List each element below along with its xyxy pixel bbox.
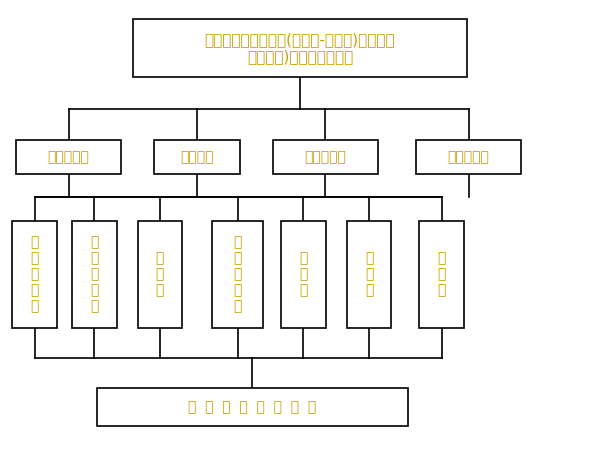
FancyBboxPatch shape — [419, 220, 464, 328]
Text: 主任会计师: 主任会计师 — [448, 150, 490, 164]
FancyBboxPatch shape — [97, 388, 407, 426]
FancyBboxPatch shape — [347, 220, 391, 328]
FancyBboxPatch shape — [137, 220, 182, 328]
FancyBboxPatch shape — [16, 140, 121, 174]
FancyBboxPatch shape — [154, 140, 240, 174]
FancyBboxPatch shape — [133, 19, 467, 77]
FancyBboxPatch shape — [416, 140, 521, 174]
Text: 总工程师: 总工程师 — [180, 150, 214, 164]
FancyBboxPatch shape — [281, 220, 326, 328]
Text: 安
全
部: 安 全 部 — [365, 251, 373, 297]
Text: 经
营
部: 经 营 部 — [156, 251, 164, 297]
FancyBboxPatch shape — [212, 220, 263, 328]
Text: 物
资
设
备
部: 物 资 设 备 部 — [233, 235, 242, 314]
FancyBboxPatch shape — [273, 140, 377, 174]
Text: 技
术
质
量
部: 技 术 质 量 部 — [90, 235, 98, 314]
Text: 财
务
部: 财 务 部 — [299, 251, 307, 297]
Text: 办
公
室: 办 公 室 — [437, 251, 446, 297]
Text: 各  专  业  施  工  作  业  队: 各 专 业 施 工 作 业 队 — [188, 400, 316, 414]
Text: 经营副经理: 经营副经理 — [304, 150, 346, 164]
Text: 工
程
管
理
部: 工 程 管 理 部 — [31, 235, 39, 314]
Text: 生产副经理: 生产副经理 — [47, 150, 89, 164]
Text: 吕平区马池口政府街(水南路-百葛路)道路工程
（一标段)项目部项目经理: 吕平区马池口政府街(水南路-百葛路)道路工程 （一标段)项目部项目经理 — [205, 32, 395, 64]
FancyBboxPatch shape — [12, 220, 57, 328]
FancyBboxPatch shape — [72, 220, 116, 328]
